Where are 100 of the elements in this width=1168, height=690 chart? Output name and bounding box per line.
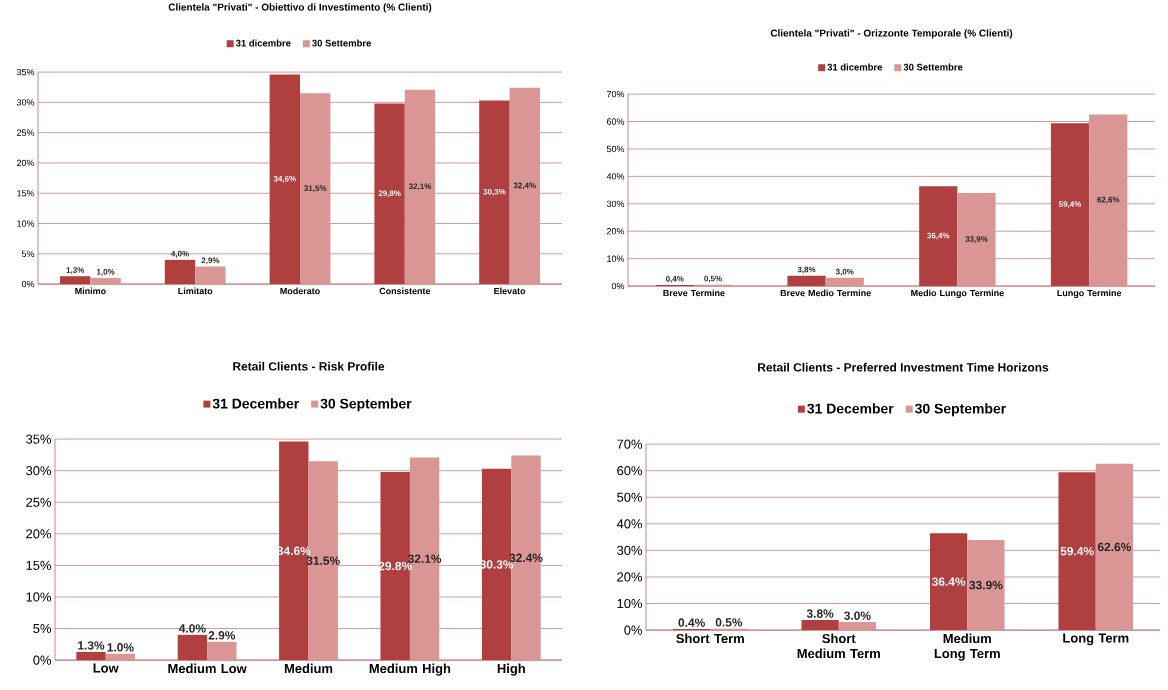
bar	[269, 74, 301, 285]
data-label: 1.0%	[107, 643, 134, 652]
legend-label: 31 December	[807, 403, 894, 414]
data-label: 4.0%	[178, 624, 206, 633]
y-tick-label: 10%	[607, 255, 625, 262]
legend-label: 30 Settembre	[903, 63, 963, 71]
y-tick-label: 20%	[26, 529, 52, 539]
data-label: 3.0%	[844, 611, 871, 620]
bar	[164, 259, 196, 285]
bar	[929, 533, 968, 631]
y-tick-label: 10%	[17, 220, 35, 227]
x-tick-label: Low	[93, 663, 119, 673]
data-label: 3.8%	[806, 609, 834, 618]
y-tick-label: 0%	[611, 282, 625, 290]
x-tick-label: Moderato	[280, 287, 320, 295]
bar	[1089, 114, 1128, 287]
x-tick-label: Medium High	[369, 663, 451, 676]
bar	[380, 471, 410, 661]
y-tick-label: 5%	[33, 623, 52, 634]
y-tick-label: 35%	[16, 68, 35, 76]
bar	[787, 275, 826, 287]
y-tick-label: 30%	[617, 545, 643, 555]
bar	[374, 103, 405, 285]
y-tick-label: 0%	[624, 625, 643, 635]
y-tick-label: 15%	[26, 560, 52, 570]
y-tick-label: 60%	[617, 466, 643, 476]
y-tick-label: 40%	[616, 519, 643, 529]
data-label: 0.4%	[678, 618, 705, 627]
bar	[825, 277, 864, 287]
data-label: 36.4%	[931, 577, 966, 586]
data-label: 30.3%	[479, 560, 514, 569]
x-tick-label: Medium Long Term	[934, 633, 1000, 661]
data-label: 59.4%	[1060, 546, 1094, 556]
bar	[60, 276, 91, 285]
bar	[957, 193, 996, 287]
y-tick-label: 50%	[617, 492, 643, 502]
legend-label: 30 Settembre	[312, 39, 371, 47]
y-tick-label: 10%	[26, 592, 52, 602]
bar	[479, 100, 510, 285]
x-tick-label: Medium	[284, 663, 333, 674]
bar	[1058, 472, 1096, 631]
y-tick-label: 20%	[606, 228, 625, 235]
x-tick-label: Limitato	[178, 287, 213, 295]
y-tick-label: 5%	[21, 250, 35, 257]
bar	[90, 277, 121, 285]
x-tick-label: Short Medium Term	[797, 633, 880, 659]
x-tick-label: Long Term	[1063, 633, 1129, 646]
bar	[177, 634, 208, 661]
data-label: 0.5%	[715, 618, 743, 627]
data-label: 33.9%	[969, 580, 1003, 590]
y-tick-label: 0%	[21, 280, 35, 288]
bar	[1050, 123, 1090, 287]
data-label: 62.6%	[1097, 542, 1132, 552]
bar	[300, 93, 331, 285]
bar	[509, 87, 540, 285]
x-tick-label: Short Term	[676, 633, 744, 644]
bar	[76, 651, 106, 661]
bar	[801, 619, 839, 631]
bar	[195, 266, 226, 285]
legend-label: 30 September	[914, 403, 1006, 417]
x-tick-label: Consistente	[379, 287, 431, 295]
x-tick-label: Minimo	[75, 287, 106, 295]
bar	[207, 641, 237, 661]
y-tick-label: 30%	[606, 200, 625, 207]
chart-title: Retail Clients - Preferred Investment Time Horizons	[758, 362, 1049, 372]
bar	[404, 89, 436, 285]
y-tick-label: 35%	[26, 434, 52, 444]
x-tick-label: Elevato	[494, 287, 526, 295]
y-tick-label: 10%	[617, 598, 643, 609]
data-label: 29.8%	[378, 561, 412, 571]
legend-label: 31 December	[212, 398, 299, 409]
bar	[919, 186, 958, 287]
chart-title: Retail Clients - Risk Profile	[233, 361, 385, 371]
legend-label: 30 September	[320, 398, 412, 412]
bar	[1095, 463, 1134, 631]
x-tick-label: Breve Termine	[663, 289, 725, 297]
y-tick-label: 25%	[26, 497, 52, 507]
data-label: 2.9%	[208, 631, 236, 640]
y-tick-label: 50%	[606, 145, 625, 153]
legend-label: 31 dicembre	[235, 39, 291, 47]
x-tick-label: Medio Lungo Termine	[911, 289, 1004, 298]
legend-label: 31 dicembre	[827, 63, 883, 71]
x-tick-label: High	[497, 663, 525, 676]
x-tick-label: Medium Low	[168, 663, 247, 674]
y-tick-label: 40%	[606, 173, 625, 180]
y-tick-label: 25%	[16, 129, 35, 136]
y-tick-label: 70%	[617, 439, 643, 449]
y-tick-label: 30%	[26, 466, 52, 476]
y-tick-label: 20%	[617, 572, 643, 582]
y-tick-label: 70%	[606, 90, 625, 98]
y-tick-label: 0%	[33, 655, 52, 665]
chart-title: Clientela "Privati" - Obiettivo di Investimento (% Clienti)	[168, 3, 432, 13]
bar	[838, 622, 877, 631]
bar	[105, 653, 136, 661]
y-tick-label: 15%	[17, 190, 35, 197]
y-tick-label: 30%	[16, 99, 35, 106]
bar	[967, 539, 1005, 631]
y-tick-label: 60%	[606, 118, 625, 125]
data-label: 1.3%	[78, 641, 105, 650]
x-tick-label: Lungo Termine	[1057, 289, 1122, 298]
